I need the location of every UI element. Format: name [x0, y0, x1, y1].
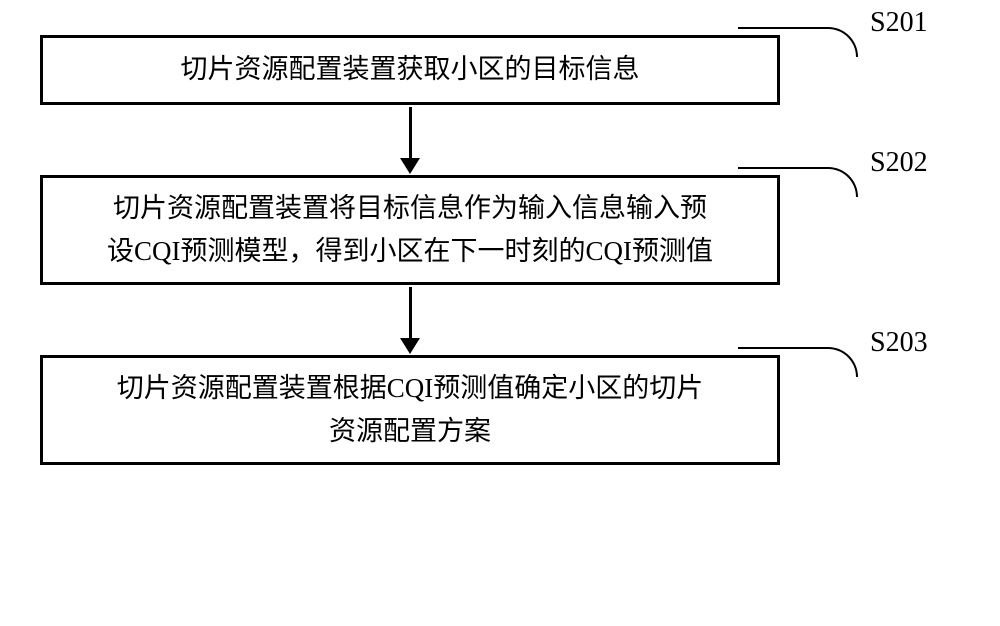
step-text-s202-line1: 切片资源配置装置将目标信息作为输入信息输入预	[113, 187, 707, 230]
step-box-s201: 切片资源配置装置获取小区的目标信息	[40, 35, 780, 105]
step-label-s202: S202	[870, 147, 928, 179]
arrow-2	[40, 285, 780, 355]
step-text-s201: 切片资源配置装置获取小区的目标信息	[181, 48, 640, 91]
step-text-s202-line2: 设CQI预测模型，得到小区在下一时刻的CQI预测值	[107, 230, 713, 273]
arrow-1	[40, 105, 780, 175]
step-label-s203: S203	[870, 327, 928, 359]
step-label-s201: S201	[870, 7, 928, 39]
flowchart-container: S201 切片资源配置装置获取小区的目标信息 S202 切片资源配置装置将目标信…	[40, 35, 960, 465]
step-text-s203-line2: 资源配置方案	[329, 410, 491, 453]
step-box-s202: 切片资源配置装置将目标信息作为输入信息输入预 设CQI预测模型，得到小区在下一时…	[40, 175, 780, 285]
step-box-s203: 切片资源配置装置根据CQI预测值确定小区的切片 资源配置方案	[40, 355, 780, 465]
step-text-s203-line1: 切片资源配置装置根据CQI预测值确定小区的切片	[117, 367, 704, 410]
